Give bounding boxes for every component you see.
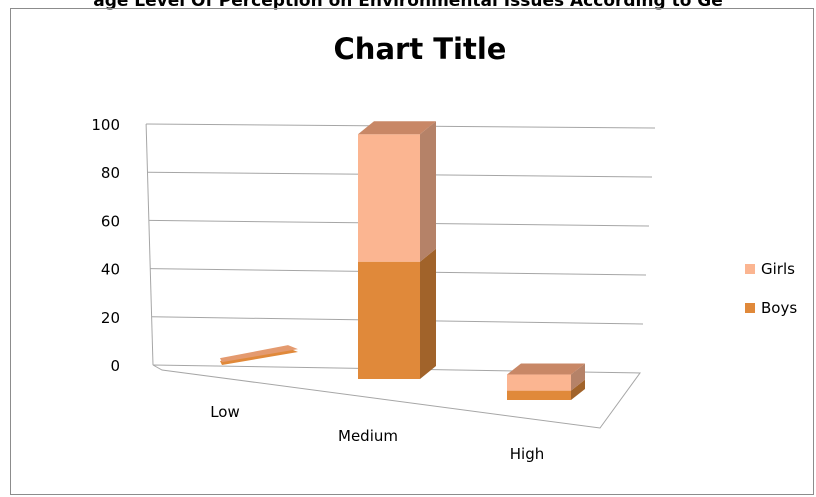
legend-item-girls: Girls xyxy=(745,258,797,280)
bar-top-high xyxy=(507,363,585,375)
bar-girls-high-side xyxy=(571,363,585,391)
top-caption: age Level Of Perception on Environmental… xyxy=(93,0,723,11)
bar-boys-high xyxy=(507,390,571,400)
back-wall-left-edge xyxy=(145,123,154,366)
legend-item-boys: Boys xyxy=(745,297,797,319)
bar-boys-high-side xyxy=(571,379,585,400)
floor xyxy=(152,364,641,429)
bar-girls-high xyxy=(507,374,571,391)
legend-label-girls: Girls xyxy=(761,260,795,278)
y-tick-label-60: 60 xyxy=(101,212,120,230)
legend-swatch-boys xyxy=(745,303,755,313)
y-tick-label-100: 100 xyxy=(91,116,120,134)
bar-girls-medium-side xyxy=(420,121,436,262)
legend: Girls Boys xyxy=(745,258,797,336)
y-tick-label-0: 0 xyxy=(110,357,120,375)
chart-title: Chart Title xyxy=(333,32,507,66)
bar-top-medium xyxy=(358,121,436,135)
bar-boys-medium xyxy=(358,261,420,379)
y-tick-label-80: 80 xyxy=(101,164,120,182)
bar-girls-medium xyxy=(358,134,420,262)
bar-girls-low xyxy=(220,345,298,363)
y-tick-label-40: 40 xyxy=(101,261,120,279)
chart-frame xyxy=(10,8,814,495)
y-tick-label-20: 20 xyxy=(101,309,120,327)
legend-label-boys: Boys xyxy=(761,299,798,317)
x-tick-label-high: High xyxy=(510,445,544,463)
x-tick-label-low: Low xyxy=(210,403,240,421)
x-tick-label-medium: Medium xyxy=(338,427,398,445)
legend-swatch-girls xyxy=(745,264,755,274)
bar-boys-medium-side xyxy=(420,248,436,379)
